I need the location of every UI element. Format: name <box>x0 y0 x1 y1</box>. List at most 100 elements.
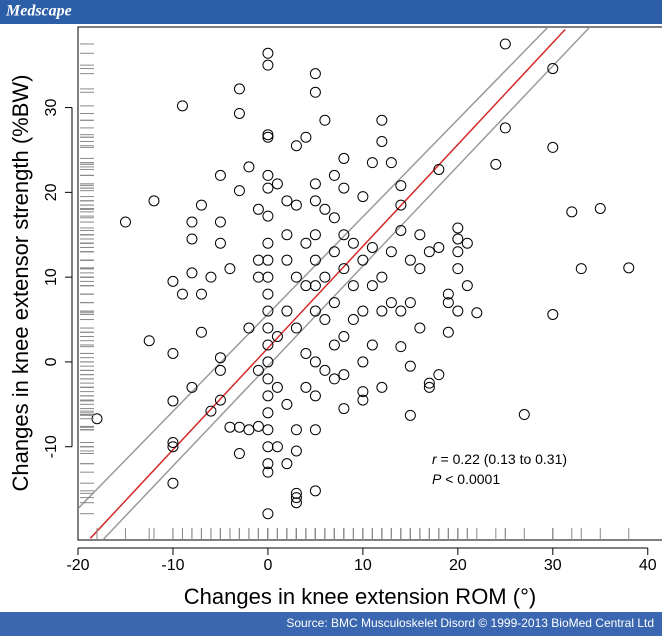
point <box>205 405 217 417</box>
point <box>290 497 302 509</box>
point <box>347 237 359 249</box>
point <box>357 254 369 266</box>
point <box>366 280 378 292</box>
point <box>404 297 416 309</box>
plot-frame <box>77 26 662 541</box>
x-axis-label: Changes in knee extension ROM (°) <box>184 584 536 609</box>
point <box>376 135 388 147</box>
annotation: r = 0.22 (0.13 to 0.31) <box>432 451 567 467</box>
point <box>300 381 312 393</box>
x-tick-label: -20 <box>66 557 89 574</box>
point <box>262 210 274 222</box>
point <box>290 492 302 504</box>
point <box>262 182 274 194</box>
point <box>271 178 283 190</box>
x-tick-label: 30 <box>544 557 562 574</box>
point <box>290 140 302 152</box>
y-tick-label: 10 <box>43 268 60 286</box>
point <box>499 122 511 134</box>
header-bar <box>0 0 662 24</box>
point <box>214 364 226 376</box>
point <box>262 47 274 59</box>
y-tick-label: 0 <box>43 357 60 366</box>
point <box>385 157 397 169</box>
confidence-band <box>102 27 591 540</box>
x-tick-label: 10 <box>354 557 372 574</box>
point <box>262 271 274 283</box>
point <box>195 288 207 300</box>
point <box>490 158 502 170</box>
point <box>262 424 274 436</box>
point <box>262 305 274 317</box>
point <box>186 381 198 393</box>
point <box>143 335 155 347</box>
x-tick-label: -10 <box>161 557 184 574</box>
point <box>290 322 302 334</box>
point <box>433 163 445 175</box>
point <box>309 424 321 436</box>
point <box>262 254 274 266</box>
point <box>395 199 407 211</box>
point <box>262 237 274 249</box>
point <box>442 288 454 300</box>
point <box>338 403 350 415</box>
point <box>252 254 264 266</box>
point <box>281 229 293 241</box>
point <box>243 322 255 334</box>
point <box>290 271 302 283</box>
brand: Medscape <box>5 3 72 20</box>
point <box>262 407 274 419</box>
point <box>442 326 454 338</box>
y-tick-label: -10 <box>43 435 60 458</box>
annotation-symbol: r <box>432 451 438 467</box>
point <box>395 225 407 237</box>
point <box>262 288 274 300</box>
point <box>281 254 293 266</box>
point <box>357 386 369 398</box>
point <box>347 280 359 292</box>
source: Source: BMC Musculoskelet Disord © 1999-… <box>286 616 654 630</box>
point <box>366 241 378 253</box>
point <box>252 203 264 215</box>
point <box>290 445 302 457</box>
point <box>262 59 274 71</box>
point <box>328 339 340 351</box>
point <box>167 275 179 287</box>
confidence-band <box>78 27 549 510</box>
point <box>395 341 407 353</box>
point <box>319 203 331 215</box>
point <box>423 377 435 389</box>
point <box>309 280 321 292</box>
annotation-symbol: P <box>432 471 442 487</box>
point <box>461 280 473 292</box>
point <box>566 206 578 218</box>
point <box>271 381 283 393</box>
point <box>328 212 340 224</box>
point <box>376 305 388 317</box>
point <box>357 305 369 317</box>
point <box>594 202 606 214</box>
point <box>357 394 369 406</box>
point <box>547 308 559 320</box>
point <box>214 394 226 406</box>
plot-layer <box>78 27 635 540</box>
point <box>518 409 530 421</box>
point <box>338 369 350 381</box>
point <box>309 86 321 98</box>
point <box>319 314 331 326</box>
x-tick-label: 0 <box>263 557 272 574</box>
point <box>281 458 293 470</box>
point <box>214 237 226 249</box>
point <box>262 356 274 368</box>
point <box>357 191 369 203</box>
point <box>395 305 407 317</box>
point <box>309 195 321 207</box>
point <box>404 409 416 421</box>
point <box>214 352 226 364</box>
point <box>271 441 283 453</box>
point <box>471 307 483 319</box>
point <box>376 114 388 126</box>
annotation: P < 0.0001 <box>432 471 500 487</box>
point <box>186 233 198 245</box>
point <box>233 421 245 433</box>
